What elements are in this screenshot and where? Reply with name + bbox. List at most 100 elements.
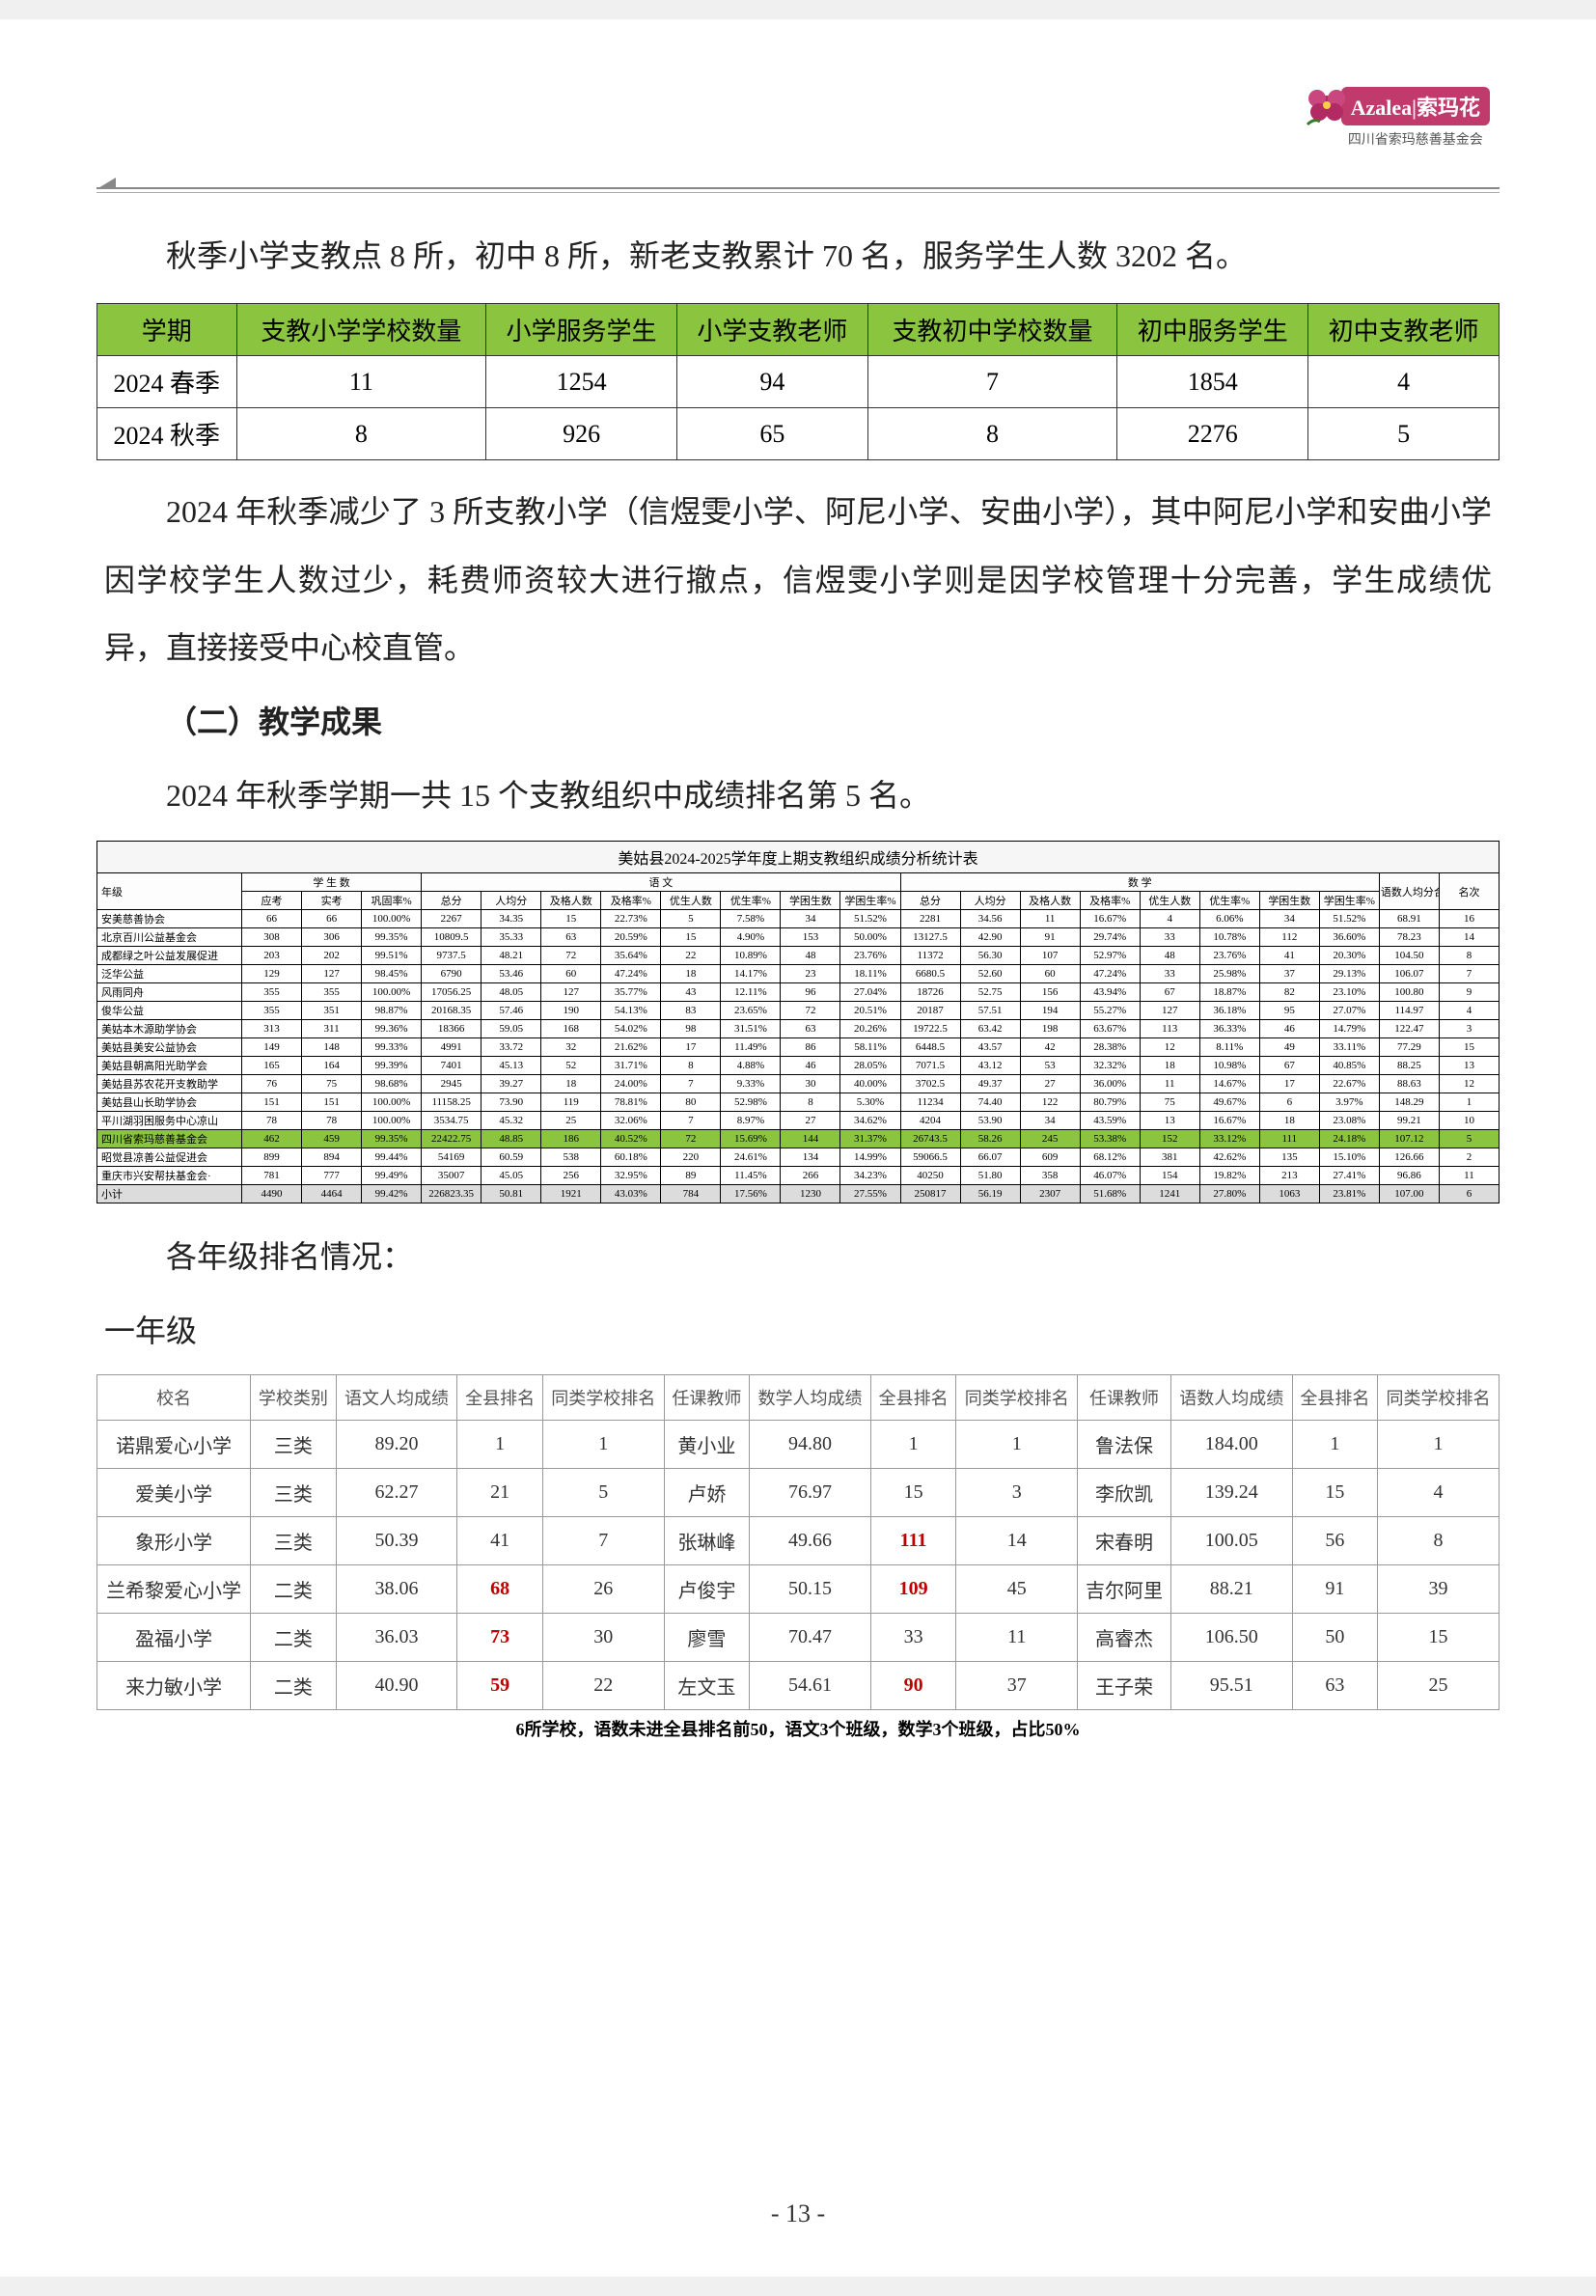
table-cell: 48.85 — [482, 1130, 541, 1148]
table-cell: 51.52% — [840, 910, 900, 928]
table-cell: 777 — [302, 1167, 362, 1185]
table-cell: 吉尔阿里 — [1078, 1565, 1171, 1614]
table-cell: 24.18% — [1319, 1130, 1379, 1148]
table-cell: 306 — [302, 928, 362, 947]
org-cell: 美姑县苏农花开支教助学 — [97, 1075, 242, 1093]
table-header: 语文人均成绩 — [336, 1375, 457, 1421]
table-cell: 56.30 — [960, 947, 1020, 965]
table-cell: 15 — [661, 928, 721, 947]
table-cell: 4 — [1308, 356, 1500, 408]
table-cell: 34 — [781, 910, 840, 928]
table-row: 2024 春季11125494718544 — [97, 356, 1500, 408]
table-header: 人均分 — [482, 892, 541, 910]
table-cell: 左文玉 — [664, 1662, 749, 1710]
table-cell: 13127.5 — [900, 928, 960, 947]
table-cell: 100.80 — [1379, 983, 1439, 1002]
table-cell: 100.00% — [362, 910, 422, 928]
table-cell: 11372 — [900, 947, 960, 965]
table-cell: 52.60 — [960, 965, 1020, 983]
table-cell: 80.79% — [1080, 1093, 1140, 1112]
table-cell: 27.04% — [840, 983, 900, 1002]
table-cell: 5 — [1439, 1130, 1499, 1148]
table-cell: 4 — [1378, 1469, 1500, 1517]
table-cell: 45.13 — [482, 1057, 541, 1075]
table-cell: 220 — [661, 1148, 721, 1167]
table-cell: 2024 秋季 — [97, 408, 237, 460]
table-cell: 23.10% — [1319, 983, 1379, 1002]
table-cell: 47.24% — [1080, 965, 1140, 983]
table-row: 泛华公益12912798.45%679053.466047.24%1814.17… — [97, 965, 1500, 983]
table-cell: 36.33% — [1199, 1020, 1259, 1038]
table-cell: 538 — [541, 1148, 601, 1167]
table-cell: 13 — [1439, 1057, 1499, 1075]
table-cell: 100.00% — [362, 1112, 422, 1130]
table-cell: 22.67% — [1319, 1075, 1379, 1093]
table-cell: 46.07% — [1080, 1167, 1140, 1185]
table-cell: 4 — [1140, 910, 1199, 928]
table-cell: 53.90 — [960, 1112, 1020, 1130]
table-cell: 36.60% — [1319, 928, 1379, 947]
table-cell: 78.23 — [1379, 928, 1439, 947]
table-cell: 35007 — [422, 1167, 482, 1185]
section-heading: （二）教学成果 — [104, 688, 1492, 756]
table-cell: 7401 — [422, 1057, 482, 1075]
table-cell: 50.00% — [840, 928, 900, 947]
table-cell: 49.67% — [1199, 1093, 1259, 1112]
table-cell: 88.25 — [1379, 1057, 1439, 1075]
table-cell: 4204 — [900, 1112, 960, 1130]
table-cell: 70.47 — [750, 1614, 871, 1662]
table-cell: 63.67% — [1080, 1020, 1140, 1038]
table-cell: 21 — [457, 1469, 542, 1517]
table-cell: 73 — [457, 1614, 542, 1662]
table-cell: 148 — [302, 1038, 362, 1057]
table-cell: 1 — [542, 1421, 664, 1469]
table-cell: 35.77% — [601, 983, 661, 1002]
table-row: 美姑县山长助学协会151151100.00%11158.2573.9011978… — [97, 1093, 1500, 1112]
table-header: 年级 — [97, 873, 242, 910]
table-cell: 99.51% — [362, 947, 422, 965]
table-cell: 19.82% — [1199, 1167, 1259, 1185]
table-cell: 2281 — [900, 910, 960, 928]
table-header: 语数人均成绩 — [1170, 1375, 1292, 1421]
table-cell: 1 — [1378, 1421, 1500, 1469]
table-cell: 37 — [956, 1662, 1078, 1710]
table-cell: 卢俊宇 — [664, 1565, 749, 1614]
table-cell: 98.68% — [362, 1075, 422, 1093]
table-cell: 5 — [1308, 408, 1500, 460]
table-cell: 4464 — [302, 1185, 362, 1203]
table-cell: 77.29 — [1379, 1038, 1439, 1057]
table-cell: 21.62% — [601, 1038, 661, 1057]
table-row: 美姑本木源助学协会31331199.36%1836659.0516854.02%… — [97, 1020, 1500, 1038]
table-cell: 15 — [1378, 1614, 1500, 1662]
table-header: 校名 — [97, 1375, 251, 1421]
table-cell: 20.59% — [601, 928, 661, 947]
table-cell: 来力敏小学 — [97, 1662, 251, 1710]
table-cell: 8.11% — [1199, 1038, 1259, 1057]
table-cell: 156 — [1020, 983, 1080, 1002]
org-cell: 成都绿之叶公益发展促进 — [97, 947, 242, 965]
table-cell: 313 — [242, 1020, 302, 1038]
table-cell: 40.85% — [1319, 1057, 1379, 1075]
table-header: 任课教师 — [1078, 1375, 1171, 1421]
table-header: 全县排名 — [1292, 1375, 1377, 1421]
table-cell: 7 — [661, 1075, 721, 1093]
table-cell: 355 — [242, 983, 302, 1002]
table-cell: 46 — [1259, 1020, 1319, 1038]
table-row: 安美慈善协会6666100.00%226734.351522.73%57.58%… — [97, 910, 1500, 928]
table-cell: 926 — [486, 408, 677, 460]
table-cell: 2276 — [1117, 408, 1308, 460]
table-cell: 16 — [1439, 910, 1499, 928]
table-cell: 34.62% — [840, 1112, 900, 1130]
table-cell: 126.66 — [1379, 1148, 1439, 1167]
table-cell: 36.00% — [1080, 1075, 1140, 1093]
table-cell: 8 — [1439, 947, 1499, 965]
table-cell: 86 — [781, 1038, 840, 1057]
table-cell: 42.90 — [960, 928, 1020, 947]
table-cell: 11 — [1020, 910, 1080, 928]
table-cell: 48.05 — [482, 983, 541, 1002]
table-cell: 31.51% — [721, 1020, 781, 1038]
table-header: 同类学校排名 — [956, 1375, 1078, 1421]
table-cell: 32.06% — [601, 1112, 661, 1130]
table-cell: 127 — [541, 983, 601, 1002]
table-row: 四川省索玛慈善基金会46245999.35%22422.7548.8518640… — [97, 1130, 1500, 1148]
